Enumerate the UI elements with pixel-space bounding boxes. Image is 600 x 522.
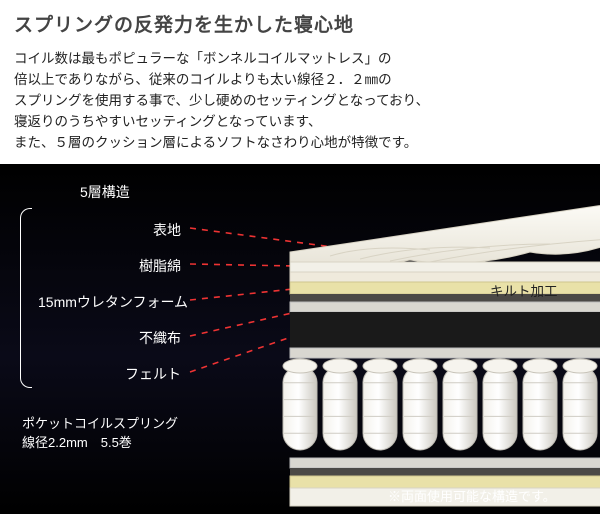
layer-diagram: 5層構造 表地樹脂綿 15mmウレタンフォーム不織布フェルト ポケットコイルスプリ… (0, 164, 600, 514)
layer-label-1: 樹脂綿 (139, 256, 181, 276)
coil-note: ポケットコイルスプリング線径2.2mm 5.5巻 (22, 414, 178, 453)
layer-label-3: 不織布 (139, 328, 181, 348)
description-text: コイル数は最もポピュラーな「ボンネルコイルマットレス」の倍以上でありながら、従来… (0, 45, 600, 164)
structure-title: 5層構造 (80, 182, 130, 202)
footer-note: ※両面使用可能な構造です。 (388, 486, 556, 505)
layer-label-4: フェルト (125, 364, 181, 384)
page-heading: スプリングの反発力を生かした寝心地 (0, 0, 600, 45)
layer-label-0: 表地 (153, 220, 181, 240)
quilt-label: キルト加工 (490, 280, 558, 300)
layer-label-2: 15mmウレタンフォーム (38, 292, 188, 312)
bracket-icon (20, 208, 32, 388)
mattress-cross-section (270, 204, 600, 514)
